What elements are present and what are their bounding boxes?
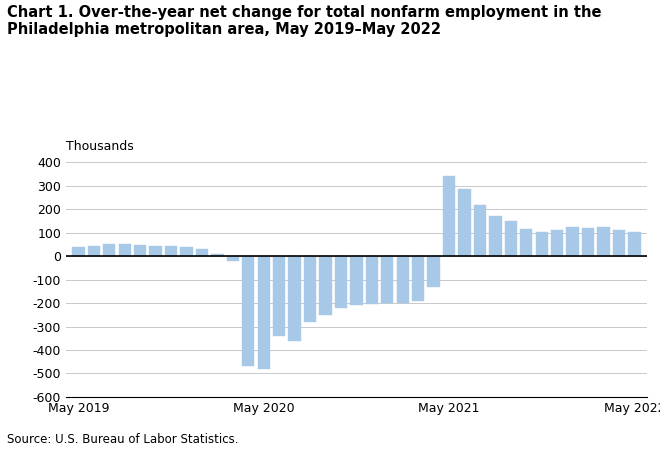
Bar <box>242 256 255 366</box>
Bar <box>119 244 131 256</box>
Bar <box>397 256 409 303</box>
Bar <box>319 256 332 315</box>
Bar <box>566 227 579 256</box>
Bar <box>273 256 285 336</box>
Bar <box>412 256 424 301</box>
Bar <box>196 249 208 256</box>
Bar <box>180 247 193 256</box>
Bar <box>597 227 610 256</box>
Bar <box>582 228 594 256</box>
Bar <box>381 256 393 303</box>
Bar <box>443 176 455 256</box>
Bar <box>366 256 378 304</box>
Bar <box>335 256 347 308</box>
Bar <box>350 256 362 305</box>
Bar <box>88 246 100 256</box>
Bar <box>257 256 270 369</box>
Bar <box>628 231 641 256</box>
Bar <box>226 256 239 261</box>
Bar <box>165 246 178 256</box>
Bar <box>551 230 564 256</box>
Bar <box>489 216 502 256</box>
Bar <box>428 256 440 287</box>
Bar <box>211 254 224 256</box>
Bar <box>613 230 625 256</box>
Bar <box>304 256 316 322</box>
Bar <box>520 229 533 256</box>
Text: Source: U.S. Bureau of Labor Statistics.: Source: U.S. Bureau of Labor Statistics. <box>7 433 238 446</box>
Bar <box>134 245 147 256</box>
Bar <box>474 205 486 256</box>
Text: Chart 1. Over-the-year net change for total nonfarm employment in the
Philadelph: Chart 1. Over-the-year net change for to… <box>7 5 601 37</box>
Bar <box>72 247 84 256</box>
Bar <box>505 221 517 256</box>
Bar <box>288 256 301 341</box>
Bar <box>458 189 471 256</box>
Text: Thousands: Thousands <box>66 140 134 153</box>
Bar <box>149 246 162 256</box>
Bar <box>103 244 115 256</box>
Bar <box>535 231 548 256</box>
